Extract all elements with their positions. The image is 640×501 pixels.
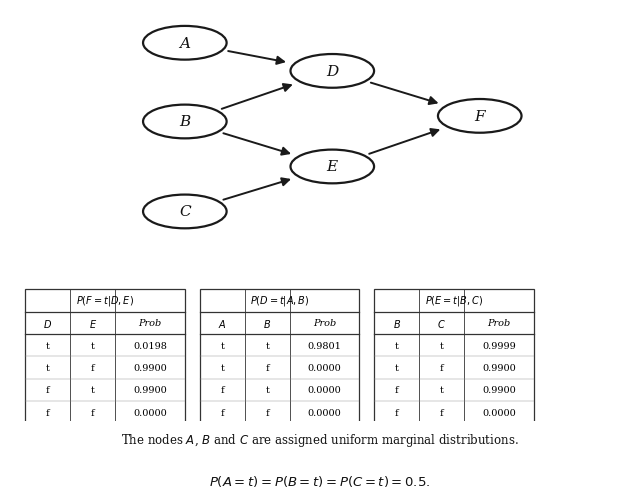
Text: t: t <box>395 341 399 350</box>
Text: f: f <box>220 408 224 417</box>
Text: $P(D = t|A, B)$: $P(D = t|A, B)$ <box>250 294 309 308</box>
Text: f: f <box>91 408 95 417</box>
Text: t: t <box>46 363 50 372</box>
Text: f: f <box>395 408 399 417</box>
Text: 0.0000: 0.0000 <box>308 363 341 372</box>
Text: Prob: Prob <box>313 319 336 328</box>
Text: $C$: $C$ <box>437 317 446 329</box>
Text: 0.0000: 0.0000 <box>133 408 167 417</box>
Text: $B$: $B$ <box>393 317 401 329</box>
Text: f: f <box>440 363 444 372</box>
Text: 0.0000: 0.0000 <box>308 408 341 417</box>
Text: 0.0198: 0.0198 <box>133 341 167 350</box>
Text: t: t <box>91 386 95 395</box>
Text: 0.9900: 0.9900 <box>133 386 167 395</box>
Text: Prob: Prob <box>138 319 162 328</box>
Text: f: f <box>266 363 269 372</box>
Text: 0.9900: 0.9900 <box>133 363 167 372</box>
Text: $P(E = t|B, C)$: $P(E = t|B, C)$ <box>425 294 483 308</box>
Text: f: f <box>46 386 49 395</box>
Text: $D$: $D$ <box>44 317 52 329</box>
Text: t: t <box>46 341 50 350</box>
Text: 0.9900: 0.9900 <box>482 363 516 372</box>
Text: t: t <box>220 363 224 372</box>
Text: $B$: $B$ <box>263 317 271 329</box>
Text: $P(A = t) = P(B = t) = P(C = t) = 0.5.$: $P(A = t) = P(B = t) = P(C = t) = 0.5.$ <box>209 473 431 488</box>
Ellipse shape <box>143 195 227 229</box>
Text: t: t <box>440 341 444 350</box>
Text: f: f <box>91 363 95 372</box>
Text: Prob: Prob <box>487 319 511 328</box>
Text: $P(F = t|D, E)$: $P(F = t|D, E)$ <box>76 294 134 308</box>
Text: 0.0000: 0.0000 <box>308 386 341 395</box>
Text: C: C <box>179 205 191 219</box>
Text: f: f <box>440 408 444 417</box>
Ellipse shape <box>291 150 374 184</box>
Text: 0.0000: 0.0000 <box>482 408 516 417</box>
Ellipse shape <box>143 27 227 61</box>
Text: t: t <box>395 363 399 372</box>
Bar <box>25 290 184 423</box>
Text: A: A <box>179 37 190 51</box>
Text: F: F <box>474 110 485 124</box>
Text: t: t <box>266 341 269 350</box>
Text: f: f <box>220 386 224 395</box>
Text: E: E <box>327 160 338 174</box>
Bar <box>374 290 534 423</box>
Text: t: t <box>440 386 444 395</box>
Text: $E$: $E$ <box>89 317 97 329</box>
Text: 0.9900: 0.9900 <box>482 386 516 395</box>
Text: f: f <box>266 408 269 417</box>
Text: 0.9999: 0.9999 <box>482 341 516 350</box>
Text: $A$: $A$ <box>218 317 227 329</box>
Text: t: t <box>91 341 95 350</box>
Ellipse shape <box>438 100 522 133</box>
Text: D: D <box>326 65 339 79</box>
Text: B: B <box>179 115 191 129</box>
Bar <box>200 290 359 423</box>
Text: t: t <box>220 341 224 350</box>
Text: f: f <box>395 386 399 395</box>
Text: f: f <box>46 408 49 417</box>
Text: 0.9801: 0.9801 <box>308 341 342 350</box>
Text: The nodes $A$, $B$ and $C$ are assigned uniform marginal distributions.: The nodes $A$, $B$ and $C$ are assigned … <box>121 431 519 448</box>
Ellipse shape <box>143 105 227 139</box>
Ellipse shape <box>291 55 374 89</box>
Text: t: t <box>266 386 269 395</box>
